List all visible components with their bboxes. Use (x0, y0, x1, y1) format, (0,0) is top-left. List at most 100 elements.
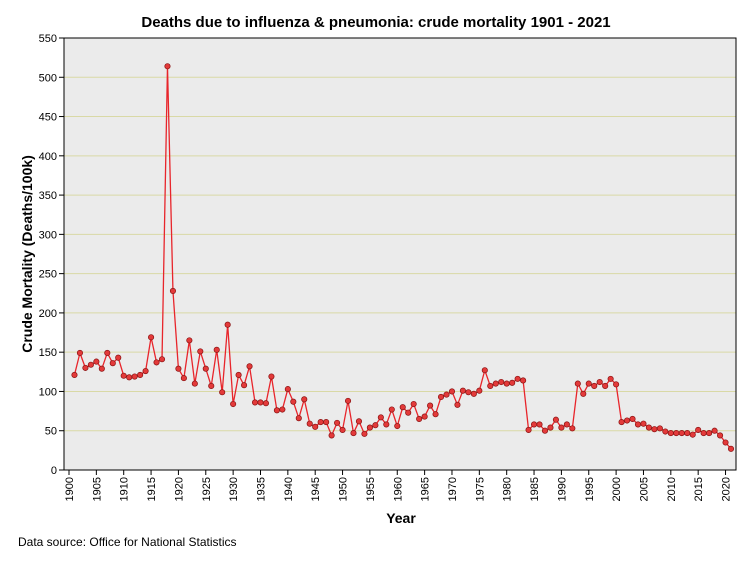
x-axis: 1900 1905 1910 1915 1920 1925 1930 1935 1940 1945… (64, 470, 733, 501)
data-point-1908 (109, 360, 116, 367)
data-point-1999 (607, 375, 614, 382)
data-point-2013 (684, 430, 691, 437)
data-point-2006 (645, 424, 652, 431)
data-point-1956 (372, 422, 379, 429)
data-point-1954 (361, 430, 368, 437)
y-axis-label: Crude Mortality (Deaths/100k) (19, 155, 35, 353)
data-point-1967 (432, 411, 439, 418)
data-point-1981 (509, 379, 516, 386)
data-point-1909 (115, 354, 122, 361)
data-point-1995 (585, 380, 592, 387)
data-point-1973 (465, 389, 472, 396)
plot-frame (63, 37, 737, 471)
data-point-2018 (711, 427, 718, 434)
data-point-1992 (569, 425, 576, 432)
data-point-1950 (339, 426, 346, 433)
data-point-1952 (350, 430, 357, 437)
data-point-1946 (317, 419, 324, 426)
data-point-2020 (722, 439, 729, 446)
y-tick-label: 400 (39, 151, 57, 163)
data-point-1912 (131, 373, 138, 380)
data-point-1935 (257, 399, 264, 406)
data-point-1951 (344, 397, 352, 404)
data-point-1975 (476, 387, 483, 394)
data-point-1901 (71, 371, 78, 379)
y-tick-label: 450 (39, 112, 57, 124)
data-point-1904 (87, 361, 94, 368)
data-point-2011 (673, 430, 680, 437)
data-point-1914 (142, 367, 149, 375)
data-point-1976 (481, 367, 488, 374)
data-point-1969 (443, 391, 450, 398)
x-tick-label: 1960 (392, 477, 404, 501)
data-point-1921 (180, 375, 187, 382)
data-point-1936 (262, 400, 270, 407)
data-point-1938 (273, 407, 280, 414)
data-point-1990 (558, 424, 565, 431)
x-tick-label: 1990 (556, 477, 568, 501)
data-point-1944 (306, 420, 313, 427)
data-point-2000 (613, 381, 620, 388)
data-point-1941 (290, 398, 297, 405)
x-tick-label: 1900 (64, 477, 76, 501)
data-point-1964 (416, 415, 423, 422)
data-point-2016 (700, 430, 707, 437)
data-point-1962 (405, 409, 412, 416)
x-tick-label: 1915 (146, 477, 158, 501)
data-point-1991 (563, 421, 570, 428)
data-point-1994 (580, 390, 587, 397)
data-point-1911 (126, 374, 133, 381)
data-point-1947 (323, 419, 330, 426)
data-point-1949 (334, 419, 341, 426)
x-tick-label: 2000 (611, 477, 623, 501)
data-point-1948 (328, 432, 335, 439)
data-point-1996 (591, 382, 598, 390)
data-point-1928 (219, 389, 226, 396)
y-tick-label: 500 (39, 72, 57, 84)
x-tick-label: 1985 (529, 477, 541, 501)
data-point-1926 (208, 382, 215, 390)
chart-title: Deaths due to influenza & pneumonia: cru… (141, 14, 610, 31)
data-point-1982 (514, 375, 521, 382)
data-point-1920 (175, 365, 182, 372)
x-tick-label: 1975 (474, 477, 486, 501)
data-point-1979 (498, 378, 505, 386)
data-point-1960 (394, 422, 401, 430)
data-point-1933 (246, 363, 253, 370)
x-axis-label: Year (386, 510, 416, 526)
data-point-2007 (651, 426, 658, 433)
y-tick-label: 50 (45, 426, 57, 438)
y-tick-label: 0 (51, 465, 57, 477)
data-point-1978 (492, 380, 499, 387)
data-point-1986 (536, 421, 543, 428)
data-point-1902 (76, 349, 83, 357)
data-point-2004 (634, 421, 642, 428)
x-tick-label: 1935 (255, 477, 267, 501)
data-point-1989 (552, 416, 559, 423)
x-tick-label: 1945 (310, 477, 322, 501)
x-tick-label: 2010 (666, 477, 678, 501)
data-point-2012 (678, 430, 685, 437)
x-tick-label: 1940 (283, 477, 295, 501)
data-point-1927 (213, 346, 220, 353)
data-point-1918 (164, 63, 171, 70)
y-tick-label: 150 (39, 347, 57, 359)
data-point-1907 (104, 349, 111, 357)
data-point-1961 (399, 404, 406, 411)
x-tick-label: 1930 (228, 477, 240, 501)
data-point-2003 (629, 415, 636, 422)
data-point-2008 (656, 425, 663, 432)
y-tick-label: 100 (39, 386, 57, 398)
data-point-1917 (158, 356, 166, 363)
x-tick-label: 2015 (693, 477, 705, 501)
data-point-1983 (520, 377, 527, 384)
data-point-2021 (727, 445, 735, 452)
data-point-1959 (388, 406, 395, 413)
data-point-1906 (98, 365, 105, 372)
data-point-1934 (251, 399, 259, 406)
data-point-1945 (312, 423, 319, 430)
data-point-1972 (459, 387, 466, 394)
x-tick-label: 1920 (173, 477, 185, 501)
data-point-1924 (197, 348, 204, 355)
